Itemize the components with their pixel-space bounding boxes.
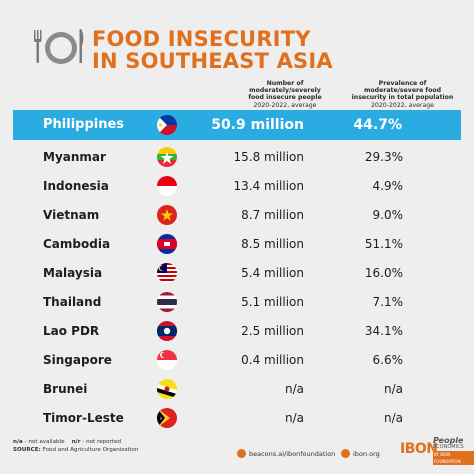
globe-icon	[341, 449, 350, 458]
column-header-people-line-1: Number of	[266, 80, 304, 87]
table-row: Thailand 5.1 million 7.1%	[0, 287, 474, 317]
country-name: Brunei	[43, 382, 88, 396]
table-row: Cambodia 8.5 million 51.1%	[0, 229, 474, 259]
myanmar-flag-icon	[157, 147, 177, 167]
food-insecure-people-value: 5.4 million	[241, 266, 304, 280]
people-economics-logo: People ECONOMICS BY IBON FOUNDATION	[433, 437, 474, 465]
food-insecure-people-value: 2.5 million	[241, 324, 304, 338]
prevalence-value: 7.1%	[372, 295, 404, 309]
source-text: Food and Agriculture Organization	[42, 447, 139, 453]
table-row: Timor-Leste n/a n/a	[0, 403, 474, 433]
column-header-people: Number of moderately/severely food insec…	[230, 80, 340, 109]
country-name: Timor-Leste	[43, 411, 124, 425]
country-name: Thailand	[43, 295, 102, 309]
philippines-flag-icon	[157, 115, 177, 135]
header: FOOD INSECURITY IN SOUTHEAST ASIA	[30, 24, 450, 74]
link-ibon-org-text: ibon.org	[353, 449, 380, 458]
prevalence-value: n/a	[383, 382, 403, 396]
highlight-band	[13, 110, 461, 140]
country-name: Myanmar	[43, 150, 106, 164]
country-name: Singapore	[43, 353, 112, 367]
laos-flag-icon	[157, 321, 177, 341]
indonesia-flag-icon	[157, 176, 177, 196]
column-header-prevalence-line-2: moderate/severe food	[363, 87, 442, 95]
malaysia-flag-icon	[157, 263, 177, 283]
prevalence-value: 44.7%	[353, 117, 402, 133]
food-insecure-people-value: 13.4 million	[233, 179, 304, 193]
vietnam-flag-icon	[157, 205, 177, 225]
prevalence-value: 34.1%	[364, 324, 403, 338]
link-ibon-org[interactable]: ibon.org	[341, 449, 380, 458]
plate-cutlery-icon	[34, 29, 84, 64]
table-row: Lao PDR 2.5 million 34.1%	[0, 316, 474, 346]
column-header-people-line-3: food insecure people	[248, 94, 322, 102]
column-header-prevalence-line-1: Prevalence of	[378, 80, 427, 87]
column-header-prevalence: Prevalence of moderate/severe food insec…	[350, 80, 455, 109]
ibon-logo: IBON	[400, 441, 438, 457]
column-header-prevalence-sub: 2020-2022, average	[371, 101, 434, 109]
page-title: FOOD INSECURITY IN SOUTHEAST ASIA	[92, 28, 333, 72]
table-row: Brunei n/a n/a	[0, 374, 474, 404]
food-insecure-people-value: 15.8 million	[233, 150, 304, 164]
table-row: Myanmar 15.8 million 29.3%	[0, 142, 474, 172]
link-beacons-text: beacons.ai/ibonfoundation	[249, 449, 336, 458]
source-label: SOURCE:	[13, 447, 41, 453]
brunei-flag-icon	[157, 379, 177, 399]
table-row: Singapore 0.4 million 6.6%	[0, 345, 474, 375]
food-insecure-people-value: n/a	[284, 411, 304, 425]
country-name: Cambodia	[43, 237, 111, 251]
food-insecure-people-value: 8.5 million	[241, 237, 304, 251]
link-beacons[interactable]: beacons.ai/ibonfoundation	[237, 449, 335, 458]
footer-source: SOURCE: Food and Agriculture Organizatio…	[13, 446, 138, 454]
footer-abbreviations: n/a - not available n/r - not reported	[13, 438, 138, 446]
pe-logo-top: People	[433, 436, 464, 445]
prevalence-value: 4.9%	[372, 179, 404, 193]
cambodia-flag-icon	[157, 234, 177, 254]
note-na-abbr: n/a	[13, 439, 23, 445]
prevalence-value: 51.1%	[364, 237, 403, 251]
table-row: Malaysia 5.4 million 16.0%	[0, 258, 474, 288]
food-insecure-people-value: 50.9 million	[211, 117, 304, 133]
table-row: Indonesia 13.4 million 4.9%	[0, 171, 474, 201]
food-insecure-people-value: 5.1 million	[241, 295, 304, 309]
note-nr-abbr: n/r	[71, 439, 81, 445]
pe-logo-mid: ECONOMICS	[433, 444, 464, 450]
column-header-prevalence-line-3: insecurity in total population	[351, 94, 454, 102]
country-name: Malaysia	[43, 266, 103, 280]
table-row: Philippines 50.9 million 44.7%	[0, 110, 474, 140]
country-name: Philippines	[43, 117, 125, 132]
column-header-people-line-2: moderately/severely	[249, 87, 321, 95]
food-insecure-people-value: n/a	[284, 382, 304, 396]
prevalence-value: 29.3%	[364, 150, 403, 164]
food-insecure-people-value: 0.4 million	[241, 353, 304, 367]
table-row: Vietnam 8.7 million 9.0%	[0, 200, 474, 230]
country-name: Indonesia	[43, 179, 109, 193]
country-name: Lao PDR	[43, 324, 100, 338]
country-name: Vietnam	[43, 208, 100, 222]
title-line-2: IN SOUTHEAST ASIA	[92, 49, 333, 73]
prevalence-value: 6.6%	[372, 353, 404, 367]
prevalence-value: n/a	[383, 411, 403, 425]
link-icon	[237, 449, 246, 458]
prevalence-value: 9.0%	[372, 208, 404, 222]
food-insecure-people-value: 8.7 million	[241, 208, 304, 222]
prevalence-value: 16.0%	[364, 266, 403, 280]
singapore-flag-icon	[157, 350, 177, 370]
pe-logo-bot: BY IBON FOUNDATION	[433, 451, 474, 465]
timor-leste-flag-icon	[157, 408, 177, 428]
footer-notes: n/a - not available n/r - not reported S…	[13, 438, 138, 454]
column-header-people-sub: 2020-2022, average	[253, 101, 317, 109]
note-na-text: - not available	[24, 439, 65, 445]
note-nr-text: - not reported	[82, 439, 122, 445]
thailand-flag-icon	[157, 292, 177, 312]
title-line-1: FOOD INSECURITY	[92, 27, 311, 51]
